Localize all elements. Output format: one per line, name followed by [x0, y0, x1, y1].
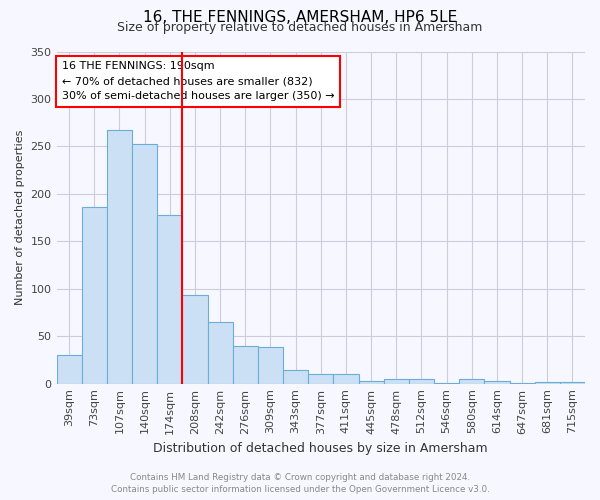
Bar	[560, 382, 585, 384]
Bar	[383, 379, 409, 384]
Bar	[283, 370, 308, 384]
Bar	[82, 207, 107, 384]
Bar	[208, 322, 233, 384]
Bar	[535, 382, 560, 384]
Bar	[233, 346, 258, 384]
Bar	[56, 355, 82, 384]
Bar	[157, 214, 182, 384]
Bar	[182, 296, 208, 384]
Bar	[308, 374, 334, 384]
Text: 16, THE FENNINGS, AMERSHAM, HP6 5LE: 16, THE FENNINGS, AMERSHAM, HP6 5LE	[143, 10, 457, 25]
Bar	[258, 346, 283, 384]
Bar	[107, 130, 132, 384]
Bar	[509, 382, 535, 384]
Text: Contains HM Land Registry data © Crown copyright and database right 2024.
Contai: Contains HM Land Registry data © Crown c…	[110, 472, 490, 494]
Bar	[132, 144, 157, 384]
Y-axis label: Number of detached properties: Number of detached properties	[15, 130, 25, 306]
Bar	[409, 379, 434, 384]
Text: Size of property relative to detached houses in Amersham: Size of property relative to detached ho…	[118, 22, 482, 35]
Bar	[484, 381, 509, 384]
Bar	[334, 374, 359, 384]
Bar	[359, 381, 383, 384]
X-axis label: Distribution of detached houses by size in Amersham: Distribution of detached houses by size …	[154, 442, 488, 455]
Bar	[459, 379, 484, 384]
Text: 16 THE FENNINGS: 190sqm
← 70% of detached houses are smaller (832)
30% of semi-d: 16 THE FENNINGS: 190sqm ← 70% of detache…	[62, 62, 334, 101]
Bar	[434, 382, 459, 384]
